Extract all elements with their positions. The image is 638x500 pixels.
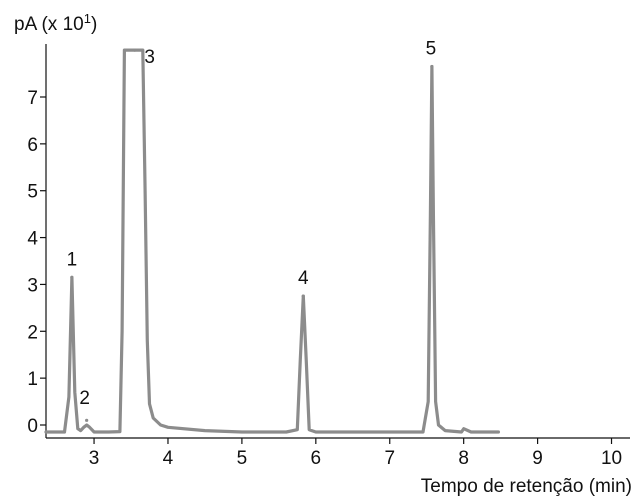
- plot-area: [44, 48, 500, 434]
- y-tick-label: 6: [27, 135, 38, 156]
- peak-labels: 1 2 3 4 5: [67, 39, 437, 409]
- x-axis: 3 4 5 6 7 8 9 10: [46, 437, 630, 469]
- x-axis-title: Tempo de retenção (min): [421, 476, 632, 497]
- x-tick-label: 8: [458, 448, 469, 469]
- y-tick-label: 1: [27, 369, 38, 390]
- peak-label-1: 1: [67, 249, 78, 270]
- peak-apex-5: [430, 64, 434, 69]
- peak-label-2: 2: [79, 388, 90, 409]
- chromatogram-trace: [44, 48, 500, 434]
- x-tick-label: 4: [163, 448, 174, 469]
- x-tick-label: 7: [384, 448, 395, 469]
- peak-apex-4: [301, 294, 305, 298]
- y-tick-label: 5: [27, 182, 38, 203]
- peak-label-5: 5: [426, 39, 437, 60]
- peak-label-3: 3: [144, 47, 155, 68]
- y-tick-label: 4: [27, 229, 38, 250]
- y-tick-label: 0: [27, 416, 38, 437]
- y-axis-title: pA (x 101): [14, 11, 97, 35]
- x-tick-label: 3: [89, 448, 100, 469]
- y-axis: 0 1 2 3 4 5 6 7: [27, 44, 47, 438]
- peak-apex-2: [85, 418, 89, 422]
- y-tick-label: 3: [27, 275, 38, 296]
- peak-apex-3: [133, 48, 137, 52]
- y-tick-label: 2: [27, 322, 38, 343]
- x-tick-label: 9: [532, 448, 543, 469]
- peak-apex-1: [70, 275, 74, 279]
- x-tick-label: 6: [311, 448, 322, 469]
- x-tick-label: 10: [601, 448, 622, 469]
- y-tick-label: 7: [27, 88, 38, 109]
- peak-label-4: 4: [298, 268, 309, 289]
- x-tick-label: 5: [237, 448, 248, 469]
